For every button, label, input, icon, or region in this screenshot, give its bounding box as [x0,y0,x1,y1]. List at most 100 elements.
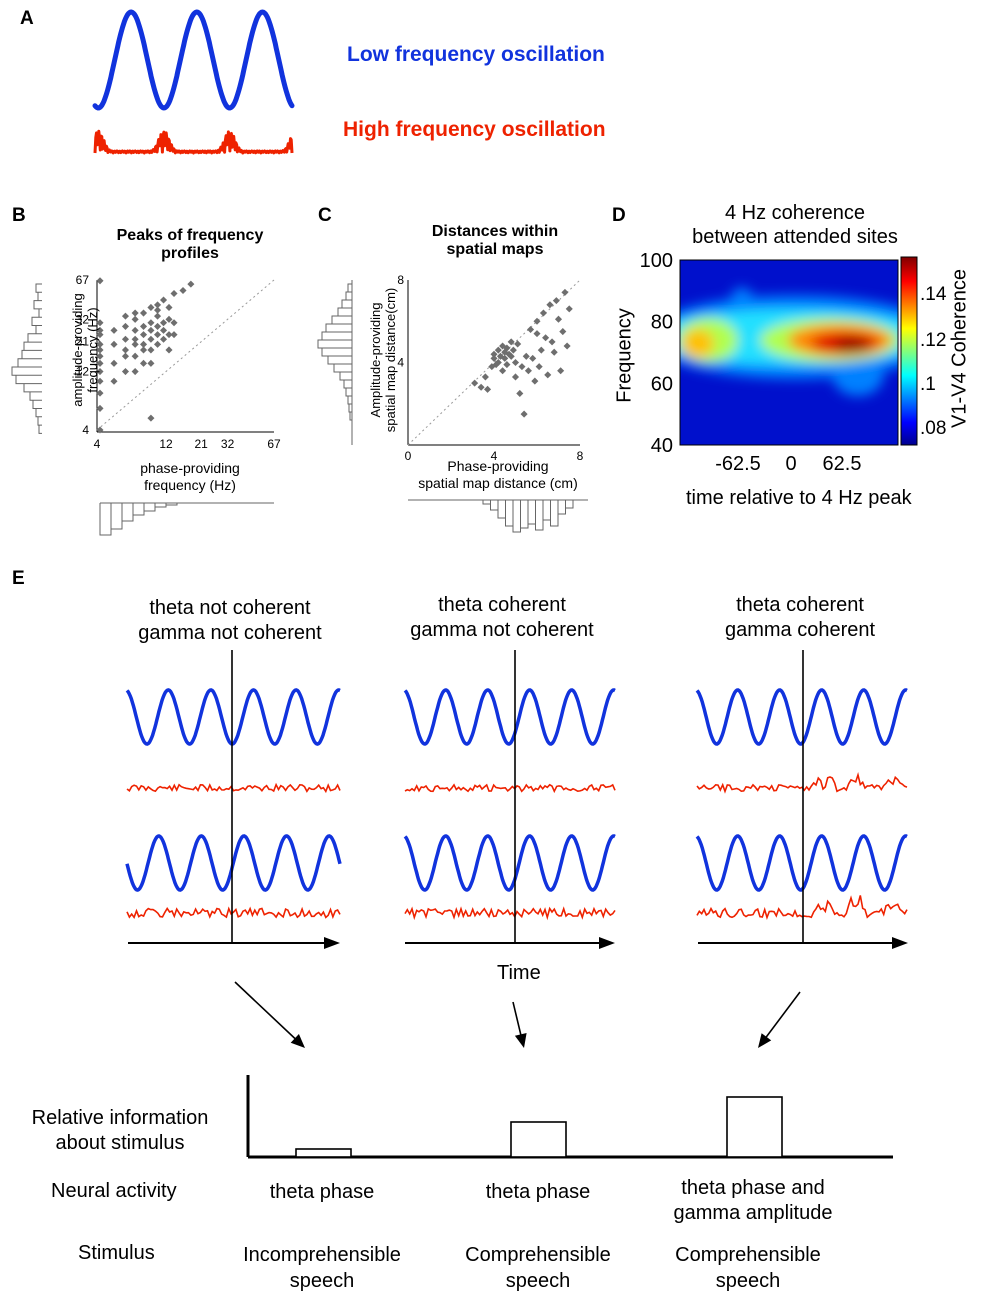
time-axis-arrowhead [892,937,908,949]
panel-b-point [147,303,155,311]
info-bar-3 [726,1096,783,1158]
panel-b-xtick: 12 [159,437,173,451]
panel-c-title-line1: Distances within [431,223,559,240]
panel-b-ylabel-line2: frequency (Hz) [85,307,100,393]
panel-b-ytick: 32 [76,312,90,326]
panel-b-point [131,335,139,343]
panel-c-point [499,367,507,375]
panel-c-title: Distances within spatial maps [385,223,605,259]
panel-b-y-histogram [11,283,42,434]
panel-c-xtick: 4 [491,449,498,463]
panel-b-label: B [12,205,26,226]
high-frequency-wave [93,129,294,155]
condition-2-line1: theta coherent [438,594,566,616]
panel-b-point [154,322,162,330]
neural-activity-1-line1: theta phase [269,1181,375,1203]
panel-b-point [139,340,148,348]
panel-b-ylabel: amplitude-providing frequency (Hz) [70,260,100,440]
panel-c-xlabel: Phase-providing spatial map distance (cm… [398,458,598,492]
panel-b-xlabel-line2: frequency (Hz) [144,477,236,493]
panel-a-label: A [20,8,34,29]
heatmap-blobs [680,287,898,397]
panel-b-point [131,352,139,360]
panel-c-scatter: 0 4 8 8 4 [317,273,588,533]
panel-b-point [110,340,118,348]
panel-c-point [544,371,552,379]
panel-b-xtick: 21 [194,437,208,451]
panel-c-point [537,346,545,354]
panel-c-point [503,344,511,352]
info-row-label-line2: about stimulus [55,1132,185,1154]
panel-c-point [542,334,550,342]
stimulus-3: Comprehensible speech [638,1242,858,1294]
gamma-trace-top [696,771,908,794]
theta-wave-top [125,688,341,746]
panel-b-point [159,319,168,327]
panel-d-xtick: 62.5 [823,453,862,475]
panel-c-point [529,354,537,362]
panel-b-xtick: 67 [267,437,281,451]
panel-e-label: E [12,568,25,589]
panel-b-point [159,335,168,343]
panel-b-point [147,335,155,343]
panel-b-xtick: 4 [94,437,101,451]
panel-d-ytick: 80 [651,312,673,334]
info-row-label: Relative information about stimulus [10,1106,230,1156]
neural-activity-2-line1: theta phase [485,1181,591,1203]
panel-b-point [139,346,148,354]
condition-1-line1: theta not coherent [149,597,311,619]
panel-d-title-line2: between attended sites [692,226,898,248]
panel-b-point [121,335,129,343]
panel-b-point [131,340,139,348]
panel-b-title-line1: Peaks of frequency [116,227,264,244]
panel-b-point [154,301,162,309]
neural-activity-1: theta phase [222,1180,422,1205]
panel-c-xlabel-line1: Phase-providing [447,458,549,474]
panel-b-point [96,346,104,354]
info-row-label-line1: Relative information [31,1107,209,1129]
panel-b-point [147,346,155,354]
panel-b-point [147,359,155,367]
panel-b-ytick: 12 [76,365,90,379]
panel-c-point [501,354,509,362]
stimulus-2: Comprehensible speech [428,1242,648,1294]
panel-c-point [484,385,492,393]
panel-b-point [139,331,148,339]
colorbar-label: V1-V4 Coherence [948,269,971,428]
panel-b-point [131,315,139,323]
heatmap-field [680,260,898,445]
colorbar-tick: .12 [920,330,946,351]
panel-b-ylabel-line1: amplitude-providing [70,293,85,407]
panel-d-label: D [612,205,626,226]
panel-c-point [494,358,502,367]
panel-c-point [557,367,565,375]
time-axis-arrowhead [599,937,615,949]
panel-c-title-line2: spatial maps [446,241,544,258]
flow-arrowhead-1 [290,1034,305,1048]
panel-b-point [131,309,139,317]
condition-2-line2: gamma not coherent [410,619,594,641]
colorbar-tick: .1 [920,374,936,395]
panel-c-point [490,354,498,362]
panel-b-point [165,315,173,323]
condition-1-title: theta not coherent gamma not coherent [110,596,350,646]
stimulus-3-line1: Comprehensible [675,1244,821,1266]
neural-activity-2: theta phase [438,1180,638,1205]
panel-d-xtick: 0 [785,453,796,475]
panel-c-x-histogram [482,500,574,533]
panel-b-title-line2: profiles [161,245,219,262]
panel-c-point [511,358,520,367]
panel-c-point [535,363,543,371]
heatmap-bump-3 [832,352,884,397]
time-axis-arrowhead [324,937,340,949]
panel-c-label: C [318,205,332,226]
panel-b-ytick: 21 [76,335,90,349]
theta-wave-bottom [403,834,616,892]
theta-wave-top [403,688,616,746]
condition-3-line1: theta coherent [736,594,864,616]
panel-c-point [565,305,573,313]
panel-c-point [554,315,563,323]
panel-c-point [539,309,547,317]
stimulus-2-line1: Comprehensible [465,1244,611,1266]
theta-wave-top [695,688,908,746]
